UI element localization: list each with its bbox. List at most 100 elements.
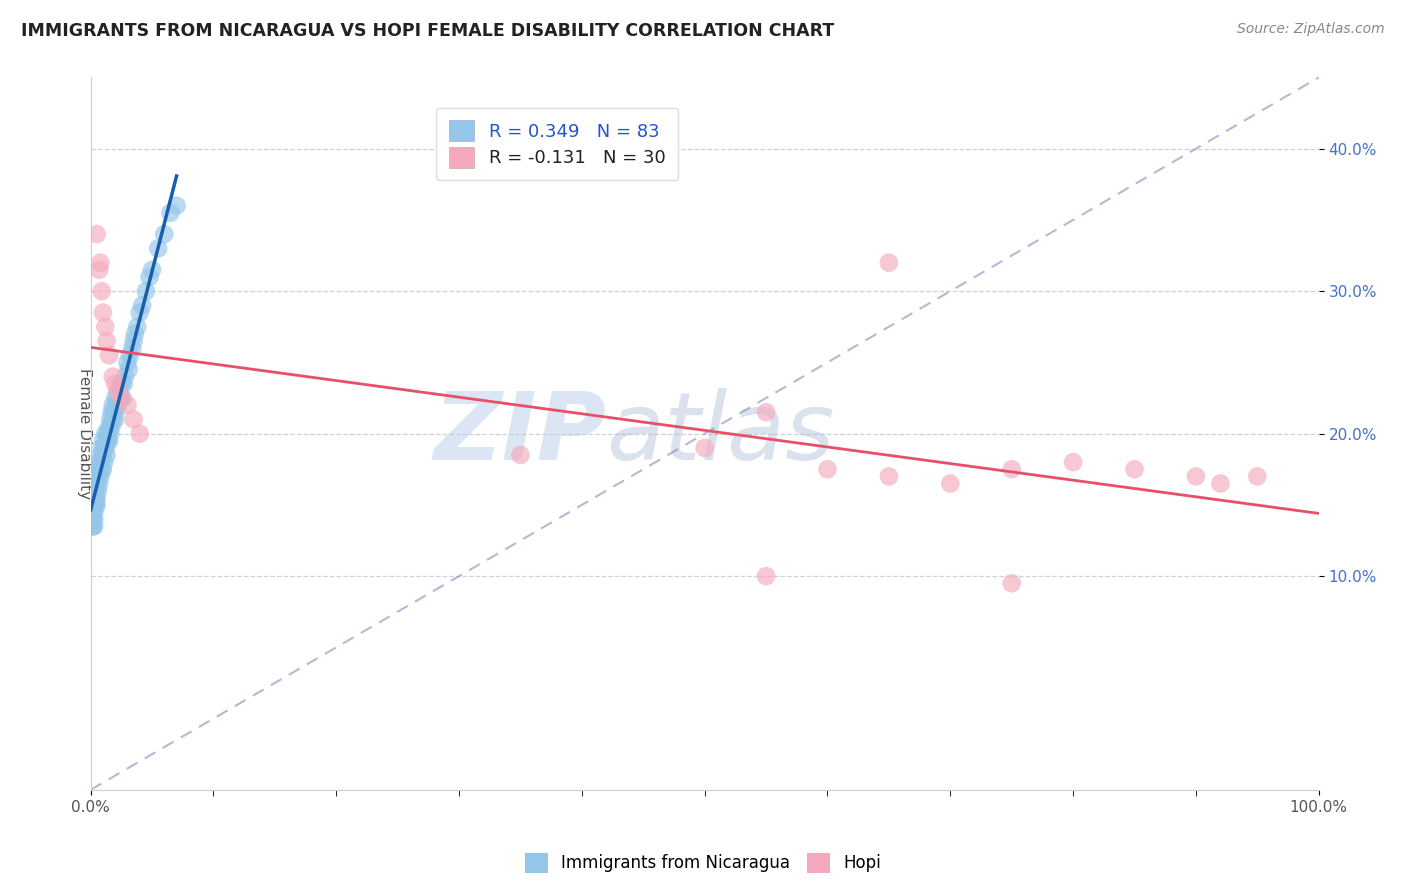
Point xyxy=(111,391,134,405)
Point xyxy=(84,498,107,512)
Point xyxy=(98,434,121,448)
Point xyxy=(96,434,118,448)
Point xyxy=(83,483,105,498)
Point xyxy=(138,269,160,284)
Point xyxy=(1123,462,1146,476)
Point xyxy=(87,462,110,476)
Point xyxy=(110,376,132,391)
Point xyxy=(104,412,127,426)
Point xyxy=(83,519,105,533)
Y-axis label: Female Disability: Female Disability xyxy=(77,368,91,500)
Point xyxy=(82,505,104,519)
Point xyxy=(82,512,104,526)
Point xyxy=(755,405,778,419)
Point xyxy=(83,491,105,505)
Point xyxy=(509,448,531,462)
Point xyxy=(122,334,145,348)
Point xyxy=(93,455,115,469)
Point xyxy=(100,419,122,434)
Text: ZIP: ZIP xyxy=(433,388,606,480)
Point xyxy=(877,469,900,483)
Point xyxy=(93,441,115,455)
Point xyxy=(1246,469,1268,483)
Point xyxy=(86,498,108,512)
Point xyxy=(91,305,114,319)
Point xyxy=(86,227,108,242)
Point xyxy=(122,412,145,426)
Point xyxy=(153,227,176,242)
Point xyxy=(86,491,108,505)
Point xyxy=(84,491,107,505)
Point xyxy=(107,384,129,398)
Point xyxy=(100,405,122,419)
Point xyxy=(89,262,111,277)
Point xyxy=(118,348,141,362)
Point xyxy=(118,362,141,376)
Point xyxy=(105,398,128,412)
Point xyxy=(86,469,108,483)
Point xyxy=(89,448,111,462)
Point xyxy=(124,326,146,341)
Point xyxy=(755,569,778,583)
Point xyxy=(117,355,139,369)
Point xyxy=(128,305,150,319)
Point xyxy=(80,491,103,505)
Point xyxy=(114,369,136,384)
Point xyxy=(82,491,104,505)
Point xyxy=(877,255,900,269)
Legend: Immigrants from Nicaragua, Hopi: Immigrants from Nicaragua, Hopi xyxy=(517,847,889,880)
Point xyxy=(135,284,157,298)
Point xyxy=(96,448,118,462)
Point xyxy=(87,469,110,483)
Point xyxy=(96,334,118,348)
Point xyxy=(91,434,114,448)
Point xyxy=(91,448,114,462)
Point xyxy=(97,426,120,441)
Point xyxy=(80,505,103,519)
Text: IMMIGRANTS FROM NICARAGUA VS HOPI FEMALE DISABILITY CORRELATION CHART: IMMIGRANTS FROM NICARAGUA VS HOPI FEMALE… xyxy=(21,22,834,40)
Point xyxy=(90,441,112,455)
Point xyxy=(98,348,121,362)
Point xyxy=(107,391,129,405)
Point xyxy=(104,376,127,391)
Point xyxy=(104,405,127,419)
Point xyxy=(128,426,150,441)
Point xyxy=(131,298,153,312)
Point xyxy=(90,462,112,476)
Point xyxy=(1209,476,1232,491)
Point xyxy=(159,206,181,220)
Point xyxy=(107,398,129,412)
Point xyxy=(89,455,111,469)
Point xyxy=(98,426,121,441)
Point xyxy=(87,483,110,498)
Point xyxy=(89,255,111,269)
Point xyxy=(101,412,124,426)
Point xyxy=(1062,455,1084,469)
Point xyxy=(89,462,111,476)
Point xyxy=(89,455,111,469)
Point xyxy=(98,412,121,426)
Point xyxy=(1001,462,1024,476)
Point xyxy=(91,462,114,476)
Point xyxy=(1185,469,1208,483)
Point xyxy=(97,434,120,448)
Point xyxy=(90,284,112,298)
Point xyxy=(127,319,149,334)
Point xyxy=(108,391,131,405)
Text: atlas: atlas xyxy=(606,388,835,479)
Point xyxy=(86,476,108,491)
Point xyxy=(817,462,839,476)
Point xyxy=(146,241,169,255)
Point xyxy=(121,341,143,355)
Point xyxy=(166,199,188,213)
Point xyxy=(83,505,105,519)
Point xyxy=(94,441,117,455)
Point xyxy=(82,498,104,512)
Point xyxy=(1001,576,1024,591)
Point xyxy=(89,469,111,483)
Point xyxy=(82,519,104,533)
Point xyxy=(80,512,103,526)
Point xyxy=(108,384,131,398)
Point xyxy=(117,398,139,412)
Point xyxy=(89,476,111,491)
